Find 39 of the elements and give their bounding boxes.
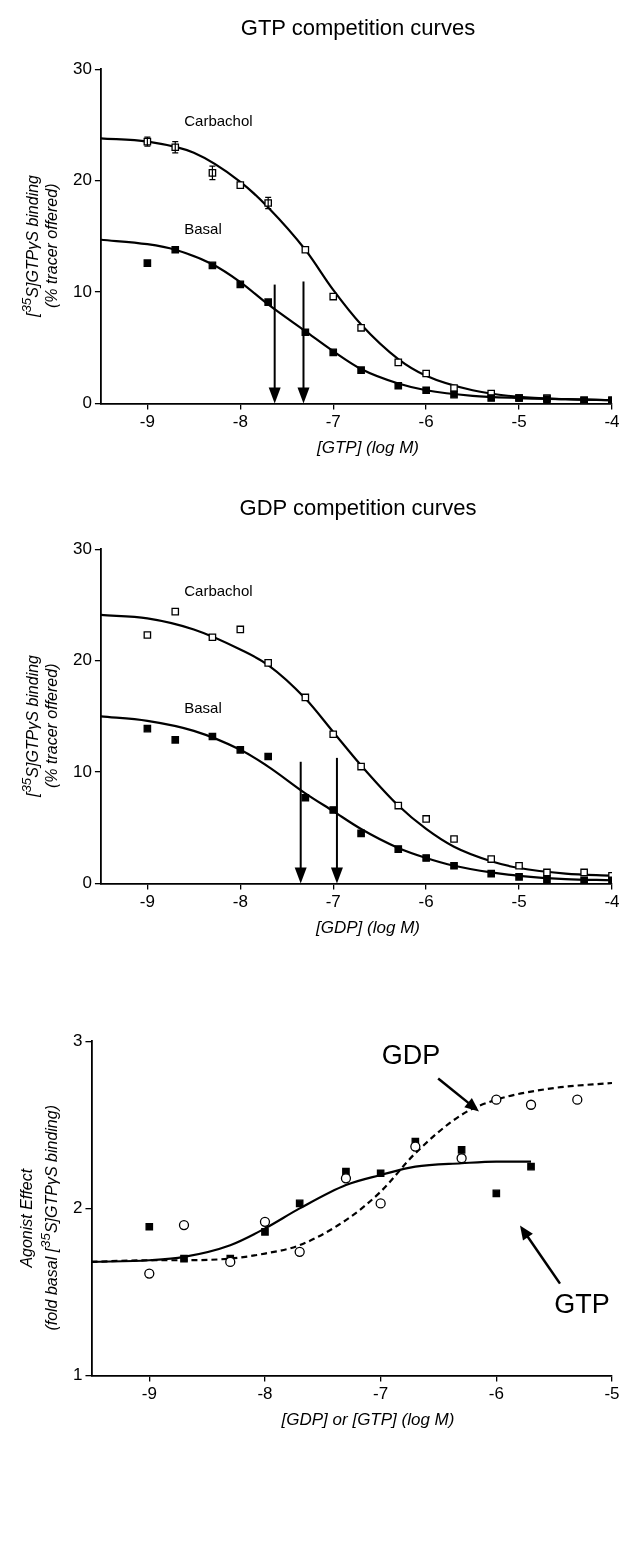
x-tick-label: -7 <box>373 1384 389 1404</box>
annotation: GDP <box>381 1039 441 1070</box>
y-tick-label: 30 <box>72 58 92 78</box>
y-tick-label: 2 <box>72 1198 83 1218</box>
x-tick-label: -6 <box>488 1384 504 1404</box>
x-tick-label: -6 <box>418 412 434 432</box>
x-tick-label: -9 <box>141 1384 157 1404</box>
series-label: Carbachol <box>184 582 253 600</box>
x-tick-label: -6 <box>418 892 434 912</box>
x-tick-label: -7 <box>325 892 341 912</box>
y-tick-label: 0 <box>82 393 92 413</box>
series-label: Carbachol <box>184 112 253 130</box>
x-tick-label: -5 <box>604 1384 620 1404</box>
x-tick-label: -4 <box>604 892 620 912</box>
chart-title: GTP competition curves <box>239 14 477 42</box>
x-axis-title: [GTP] (log M) <box>315 438 420 458</box>
x-tick-label: -8 <box>257 1384 273 1404</box>
x-tick-label: -8 <box>232 892 248 912</box>
x-axis-title: [GDP] or [GTP] (log M) <box>280 1410 456 1430</box>
x-tick-label: -7 <box>325 412 341 432</box>
y-tick-label: 20 <box>72 650 92 670</box>
y-tick-label: 30 <box>72 538 92 558</box>
x-tick-label: -9 <box>139 892 155 912</box>
x-tick-label: -5 <box>511 412 527 432</box>
series-label: Basal <box>184 699 222 717</box>
annotation: GTP <box>554 1289 610 1320</box>
x-tick-label: -9 <box>139 412 155 432</box>
y-tick-label: 10 <box>72 281 92 301</box>
y-tick-label: 10 <box>72 761 92 781</box>
x-tick-label: -8 <box>232 412 248 432</box>
chart-title: GDP competition curves <box>238 494 478 522</box>
y-tick-label: 0 <box>82 873 92 893</box>
x-tick-label: -4 <box>604 412 620 432</box>
x-axis-title: [GDP] (log M) <box>314 918 421 938</box>
y-tick-label: 20 <box>72 170 92 190</box>
y-tick-label: 1 <box>72 1365 83 1385</box>
y-tick-label: 3 <box>72 1030 83 1050</box>
series-label: Basal <box>184 220 222 238</box>
x-tick-label: -5 <box>511 892 527 912</box>
